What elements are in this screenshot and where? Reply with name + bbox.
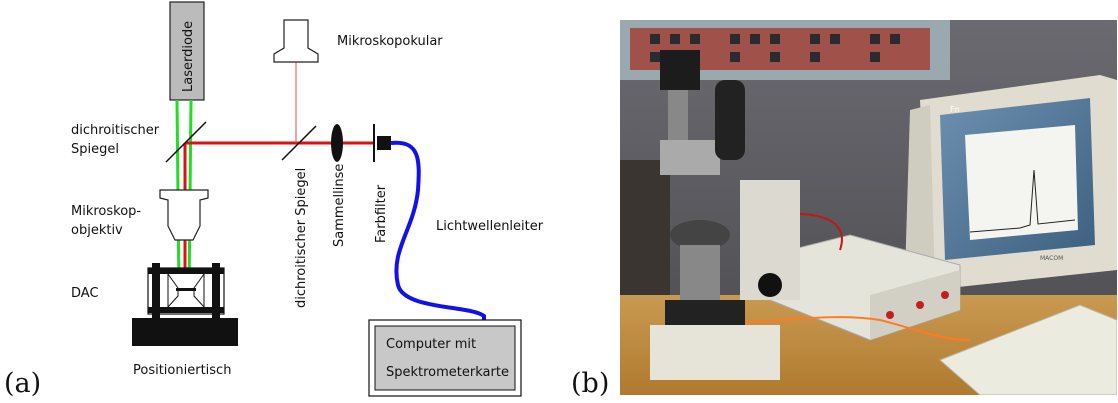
mikroskopobjektiv-line2: objektiv (71, 223, 123, 238)
laserdiode-label: Laserdiode (181, 21, 196, 92)
dac-label: DAC (71, 286, 99, 301)
dichroitischer-spiegel-2-label: dichroitischer Spiegel (294, 168, 309, 308)
lichtwellenleiter-label: Lichtwellenleiter (436, 219, 544, 234)
shadow-left (620, 160, 670, 295)
farbfilter-label: Farbfilter (374, 184, 389, 243)
microscope (650, 50, 800, 380)
panel-a-letter: (a) (4, 368, 41, 399)
panel-b-letter: (b) (571, 368, 609, 399)
monitor-brand: MACOM (1040, 255, 1063, 262)
sammellinse-label: Sammellinse (332, 164, 347, 247)
mikroskopokular-label: Mikroskopokular (337, 34, 443, 49)
positioniertisch-label: Positioniertisch (133, 363, 231, 378)
fiber-connector (377, 136, 391, 150)
dac-cell (147, 263, 225, 319)
laserdiode-box (169, 1, 205, 101)
computer-box-inner (374, 325, 516, 391)
positioniertisch-block (132, 318, 238, 346)
sammellinse-shape (331, 124, 343, 162)
dichroic-mirror-2 (281, 125, 317, 161)
dichroic-mirror-1 (165, 121, 207, 163)
mikroskopobjektiv-shape (159, 189, 209, 241)
dichroitischer-spiegel-1-line1: dichroitischer (71, 123, 160, 138)
monitor-screen-brand: Fn (950, 105, 960, 114)
lab-photo: Fn MACOM (620, 20, 1117, 395)
computer-label-line2: Spektrometerkarte (386, 365, 509, 380)
monitor: Fn MACOM (905, 75, 1117, 290)
mikroskopokular-shape (273, 19, 319, 63)
mikroskopobjektiv-line1: Mikroskop- (71, 204, 141, 219)
keyboard (939, 304, 1117, 395)
computer-label-line1: Computer mit (386, 337, 476, 352)
lichtwellenleiter-fiber (390, 140, 486, 322)
dichroitischer-spiegel-1-line2: Spiegel (71, 142, 119, 157)
